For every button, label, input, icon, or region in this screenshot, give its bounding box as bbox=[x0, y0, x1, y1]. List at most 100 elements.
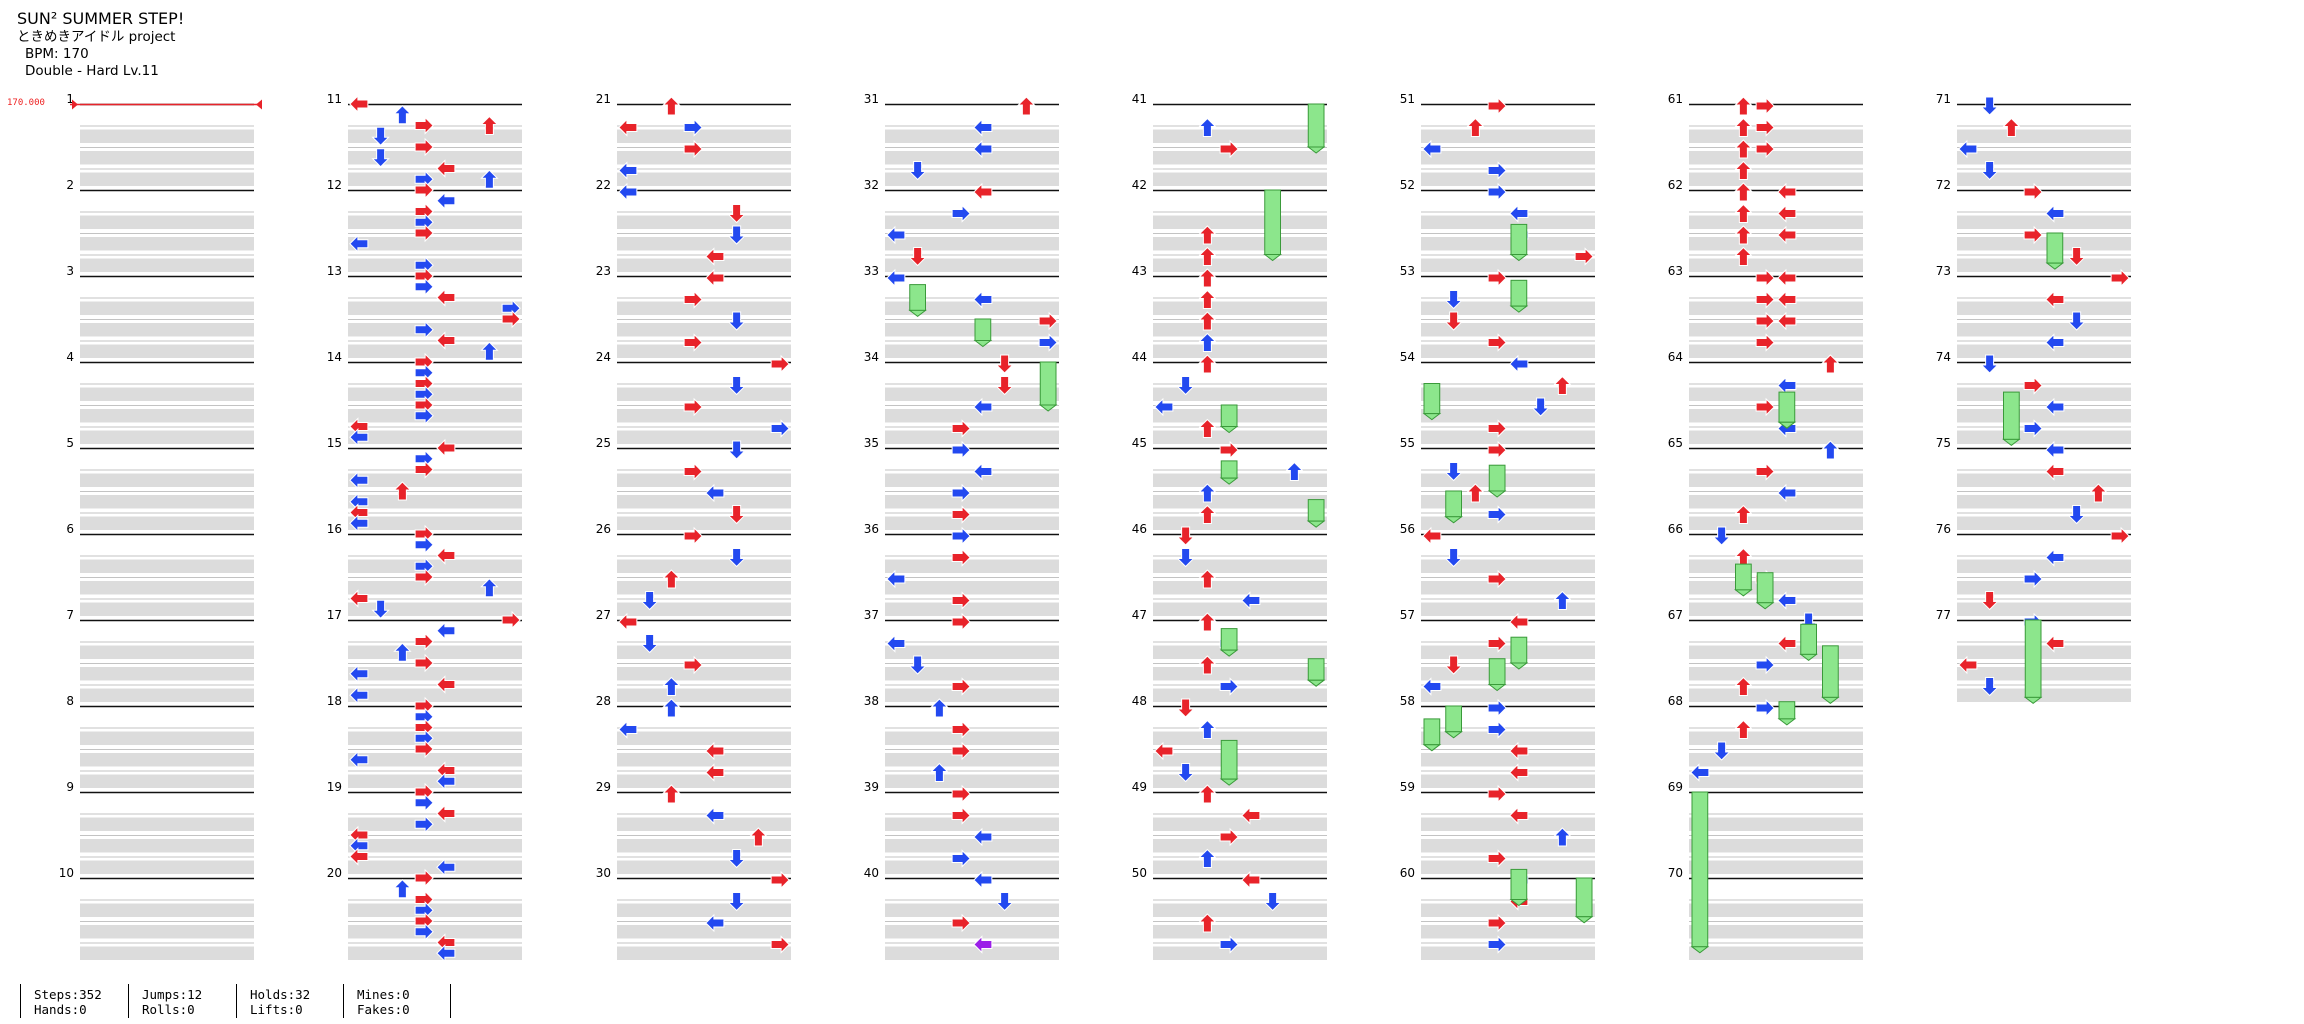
arrow-right-icon bbox=[501, 309, 521, 329]
arrow-up-icon bbox=[1734, 246, 1753, 266]
arrow-down-icon bbox=[1176, 763, 1195, 783]
hold-rect bbox=[909, 284, 926, 311]
arrow-left-icon bbox=[1509, 354, 1529, 374]
beat-band bbox=[80, 129, 254, 143]
beat-band bbox=[1421, 559, 1595, 573]
measure-number: 55 bbox=[1400, 436, 1415, 450]
beat-band bbox=[617, 817, 791, 831]
arrow-body bbox=[1466, 117, 1485, 137]
beat-band bbox=[80, 602, 254, 616]
beat-band bbox=[1421, 645, 1595, 659]
beat-band bbox=[617, 946, 791, 960]
arrow-left-icon bbox=[973, 827, 993, 847]
arrow-body bbox=[973, 290, 993, 309]
arrow-left-icon bbox=[2045, 634, 2065, 653]
beat-band bbox=[617, 516, 791, 530]
arrow-right-icon bbox=[1487, 913, 1507, 933]
measure-block: 47 bbox=[1132, 608, 1327, 702]
beat-band bbox=[617, 151, 791, 165]
measure-number: 39 bbox=[864, 780, 879, 794]
arrow-right-icon bbox=[1487, 268, 1507, 288]
arrow-body bbox=[501, 309, 521, 329]
measure-block: 49 bbox=[1132, 780, 1327, 874]
measure-block: 75 bbox=[1936, 436, 2131, 530]
arrow-down-icon bbox=[727, 440, 746, 460]
arrow-up-icon bbox=[1553, 827, 1572, 847]
arrow-right-icon bbox=[1487, 634, 1507, 653]
measure-block: 3 bbox=[66, 264, 254, 358]
arrow-body bbox=[727, 849, 746, 869]
hold-rect bbox=[1778, 391, 1796, 423]
beat-band bbox=[1689, 946, 1863, 960]
beat-band bbox=[1957, 258, 2131, 272]
arrow-body bbox=[371, 599, 390, 619]
measure-number: 73 bbox=[1936, 264, 1951, 278]
hold-tail bbox=[2045, 262, 2065, 270]
arrow-body bbox=[1487, 569, 1507, 589]
arrow-body bbox=[1755, 311, 1775, 331]
arrow-down-icon bbox=[640, 634, 659, 654]
arrow-down-icon bbox=[1176, 548, 1195, 568]
arrow-body bbox=[1487, 333, 1507, 352]
arrow-body bbox=[727, 225, 746, 245]
arrow-body bbox=[951, 505, 971, 524]
arrow-left-icon bbox=[1777, 268, 1797, 288]
measure-number: 8 bbox=[66, 694, 74, 708]
song-artist: ときめきアイドル project bbox=[17, 29, 176, 45]
beat-band bbox=[885, 409, 1059, 423]
arrow-left-icon bbox=[705, 268, 725, 288]
beat-band bbox=[1689, 645, 1863, 659]
arrow-right-icon bbox=[951, 612, 971, 632]
hold-rect bbox=[1510, 636, 1528, 664]
beat-band bbox=[1153, 688, 1327, 702]
arrow-body bbox=[951, 720, 971, 739]
arrow-body bbox=[436, 944, 456, 963]
hold-tail bbox=[1690, 946, 1710, 954]
arrow-left-icon bbox=[886, 634, 906, 653]
measure-grid: 1234567891011121314151617181920212223242… bbox=[59, 92, 2131, 960]
arrow-body bbox=[1734, 246, 1753, 266]
arrow-body bbox=[1241, 591, 1261, 610]
arrow-left-icon bbox=[1958, 655, 1978, 675]
arrow-body bbox=[1980, 354, 1999, 374]
arrow-body bbox=[705, 247, 725, 266]
beat-band bbox=[1957, 172, 2131, 186]
measure-number: 6 bbox=[66, 522, 74, 536]
arrow-body bbox=[349, 234, 369, 253]
measure-number: 41 bbox=[1132, 92, 1147, 106]
bpm-marker bbox=[70, 99, 262, 110]
arrow-left-icon bbox=[436, 772, 456, 791]
arrow-body bbox=[1198, 289, 1217, 309]
measure-number: 29 bbox=[596, 780, 611, 794]
arrow-right-icon bbox=[2023, 419, 2043, 438]
measure-number: 75 bbox=[1936, 436, 1951, 450]
arrow-body bbox=[1241, 806, 1261, 825]
arrow-body bbox=[436, 331, 456, 350]
arrow-body bbox=[1712, 526, 1731, 546]
arrow-body bbox=[618, 161, 638, 180]
measure-number: 43 bbox=[1132, 264, 1147, 278]
beat-band bbox=[1957, 516, 2131, 530]
arrow-body bbox=[1487, 720, 1507, 739]
arrow-right-icon bbox=[1487, 96, 1507, 116]
arrow-body bbox=[973, 827, 993, 847]
beat-band bbox=[1957, 344, 2131, 358]
beat-band bbox=[348, 903, 522, 917]
measure-block: 40 bbox=[864, 866, 1059, 960]
beat-band bbox=[80, 495, 254, 509]
arrow-body bbox=[727, 505, 746, 525]
arrow-body bbox=[436, 191, 456, 210]
arrow-body bbox=[618, 720, 638, 739]
hold-body-icon bbox=[1509, 223, 1529, 262]
arrow-body bbox=[683, 655, 703, 675]
beat-band bbox=[1153, 903, 1327, 917]
measure-block: 9 bbox=[66, 780, 254, 874]
beat-band bbox=[885, 946, 1059, 960]
arrow-body bbox=[995, 354, 1014, 374]
arrow-up-icon bbox=[1198, 719, 1217, 739]
arrow-right-icon bbox=[414, 567, 434, 587]
measure-block: 55 bbox=[1400, 436, 1595, 530]
beat-band bbox=[348, 473, 522, 487]
beat-band bbox=[1421, 774, 1595, 788]
arrow-body bbox=[2045, 440, 2065, 460]
